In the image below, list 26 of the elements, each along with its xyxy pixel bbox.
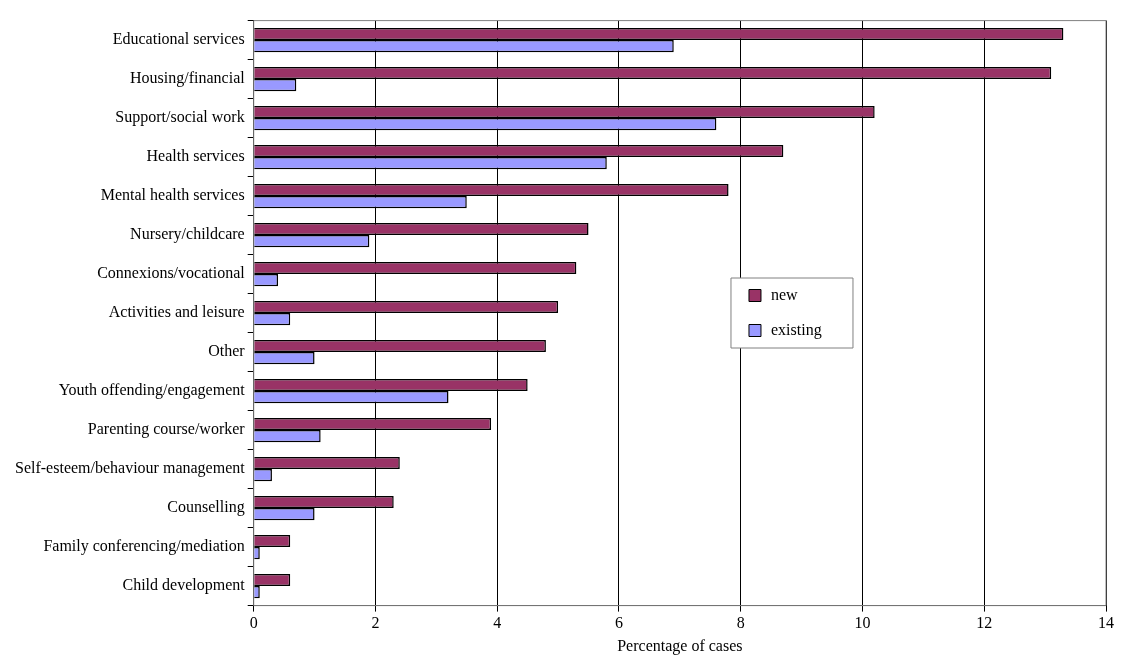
x-tick-label: 0 bbox=[249, 614, 258, 632]
x-tick-label: 6 bbox=[614, 614, 623, 632]
x-tick-label: 8 bbox=[736, 614, 745, 632]
y-tick-label: Support/social work bbox=[115, 108, 245, 127]
legend-label: existing bbox=[770, 320, 822, 339]
y-tick-label: Nursery/childcare bbox=[130, 225, 245, 244]
x-axis-title: Percentage of cases bbox=[617, 636, 743, 655]
y-tick-label: Connexions/vocational bbox=[97, 264, 246, 282]
x-tick-label: 14 bbox=[1098, 614, 1114, 632]
y-tick-label: Youth offending/engagement bbox=[58, 381, 246, 400]
legend-label: new bbox=[770, 285, 799, 303]
y-tick-label: Mental health services bbox=[100, 186, 245, 204]
y-tick-label: Housing/financial bbox=[130, 69, 246, 88]
y-tick-label: Self-esteem/behaviour management bbox=[15, 459, 246, 478]
y-tick-label: Family conferencing/mediation bbox=[43, 537, 245, 556]
y-tick-label: Activities and leisure bbox=[108, 303, 245, 321]
x-tick-label: 12 bbox=[976, 614, 993, 632]
y-tick-label: Parenting course/worker bbox=[87, 420, 246, 439]
y-tick-label: Health services bbox=[146, 147, 245, 165]
y-tick-label: Child development bbox=[122, 576, 246, 595]
x-tick-label: 10 bbox=[854, 614, 871, 632]
x-tick-label: 4 bbox=[493, 614, 502, 632]
y-tick-label: Counselling bbox=[167, 498, 245, 517]
y-tick-label: Other bbox=[208, 342, 246, 360]
y-tick-label: Educational services bbox=[112, 30, 245, 48]
x-tick-label: 2 bbox=[371, 614, 380, 632]
